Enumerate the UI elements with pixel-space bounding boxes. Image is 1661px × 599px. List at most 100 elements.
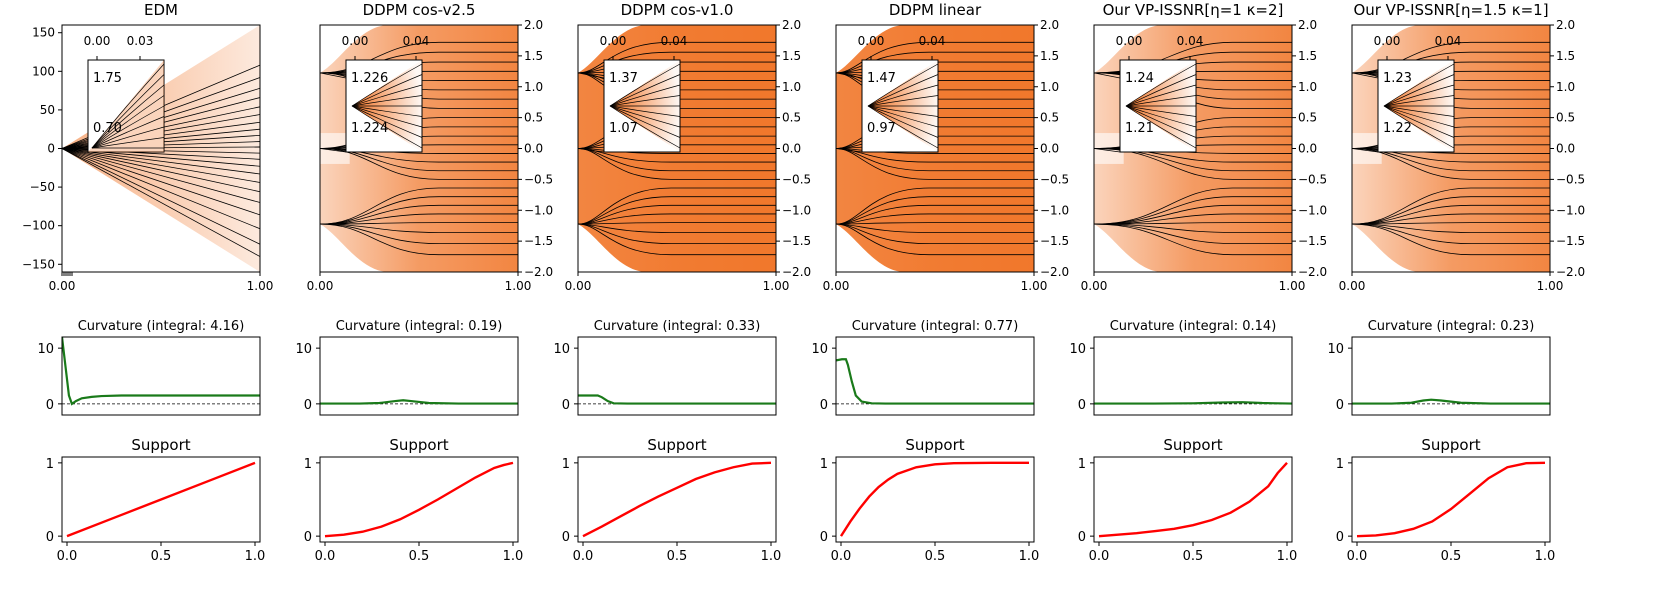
- inset-line: [351, 105, 423, 128]
- y-tick-label: 2.0: [524, 18, 543, 32]
- curvature-series: [578, 394, 776, 405]
- y-tick-label: −2.0: [1298, 265, 1327, 279]
- y-tick-label: 1: [304, 457, 312, 472]
- x-tick-label: 0.0: [57, 549, 78, 564]
- inset-connector: [835, 72, 863, 79]
- trajectory-line: [319, 187, 518, 225]
- y-tick-label: 1: [1336, 457, 1344, 472]
- panel-title: Curvature (integral: 0.33): [594, 319, 761, 334]
- y-tick-label: 0: [47, 142, 55, 156]
- panel-title: Curvature (integral: 4.16): [78, 319, 245, 334]
- trajectory-line: [1351, 187, 1550, 225]
- y-tick-label: −1.0: [782, 203, 811, 217]
- inset-line: [351, 105, 423, 149]
- inset-line: [1125, 105, 1197, 117]
- y-tick-label: 1.0: [1040, 80, 1059, 94]
- inset-line: [351, 105, 423, 138]
- x-tick-label: 0.5: [1183, 549, 1204, 564]
- x-tick-label: 1.0: [503, 549, 524, 564]
- axes-frame: [1093, 456, 1293, 543]
- y-tick-label: −100: [22, 219, 55, 233]
- trajectory-line: [319, 196, 518, 225]
- inset: 0.00 0.04 1.47 0.97: [835, 34, 945, 153]
- inset-y-label: 1.24: [1125, 71, 1154, 86]
- axes-frame: [835, 336, 1035, 416]
- inset-frame: [87, 59, 165, 153]
- y-tick-label: 1.5: [1556, 49, 1575, 63]
- inset-line: [91, 116, 165, 149]
- x-tick-label: 0.5: [409, 549, 430, 564]
- inset-y-label: 1.07: [609, 121, 638, 136]
- support-series: [839, 461, 1029, 537]
- inset-line: [1383, 105, 1455, 117]
- inset-y-label: 1.224: [351, 121, 388, 136]
- y-tick-label: 0: [820, 398, 828, 413]
- y-tick-label: 10: [1327, 342, 1344, 357]
- curvature-panel: 10 0 Curvature (integral: 0.23): [1327, 319, 1551, 416]
- x-tick-label: 1.00: [247, 279, 274, 293]
- y-tick-label: −2.0: [782, 265, 811, 279]
- x-tick-label: 0.0: [1089, 549, 1110, 564]
- trajectory-line: [319, 41, 518, 74]
- y-tick-label: 0.5: [524, 111, 543, 125]
- inset-connector: [1351, 148, 1379, 153]
- y-tick-label: 0: [1078, 398, 1086, 413]
- y-tick-label: 0.0: [782, 142, 801, 156]
- y-tick-label: 0.5: [1556, 111, 1575, 125]
- panel-title: Curvature (integral: 0.23): [1368, 319, 1535, 334]
- support-series: [582, 461, 772, 538]
- panel-title: Support: [647, 436, 706, 454]
- trajectory-line: [1093, 41, 1292, 74]
- trajectory-line: [61, 148, 261, 193]
- curvature-series: [62, 337, 260, 406]
- panel-title: Our VP-ISSNR[η=1 κ=2]: [1103, 1, 1284, 19]
- trajectory-panel: 2.0 1.5 1.0 0.5 0.0 −0.5 −1.0 −1.5 −2.0 0.00 1.00 O…: [1081, 1, 1328, 293]
- y-tick-label: 0.0: [524, 142, 543, 156]
- trajectory-line: [319, 148, 518, 180]
- y-tick-label: 0.0: [1040, 142, 1059, 156]
- inset-x-label: 0.00: [342, 34, 369, 48]
- inset-line: [609, 63, 681, 107]
- inset-connector: [1351, 72, 1379, 79]
- inset-x-label: 0.04: [1435, 34, 1462, 48]
- inset-line: [609, 95, 681, 107]
- inset-line: [1383, 84, 1455, 107]
- inset-line: [867, 105, 939, 138]
- trajectory-line: [1351, 223, 1550, 233]
- inset-x-label: 0.04: [661, 34, 688, 48]
- inset-connector: [319, 148, 347, 153]
- x-tick-label: 1.00: [1021, 279, 1048, 293]
- y-tick-label: 50: [40, 103, 55, 117]
- trajectory-line: [1093, 223, 1292, 233]
- y-tick-label: −1.0: [524, 203, 553, 217]
- y-tick-label: 0: [562, 398, 570, 413]
- curvature-series: [1352, 398, 1550, 405]
- trajectory-line: [835, 41, 1034, 74]
- axes-frame: [577, 336, 777, 416]
- inset-y-label: 1.37: [609, 71, 638, 86]
- inset-y-label: 1.22: [1383, 121, 1412, 136]
- x-tick-label: 1.00: [1279, 279, 1306, 293]
- panel-title: Support: [1421, 436, 1480, 454]
- axes-frame: [61, 336, 261, 416]
- inset-line: [609, 105, 681, 149]
- y-tick-label: −1.5: [1298, 234, 1327, 248]
- x-tick-label: 0.00: [307, 279, 334, 293]
- curvature-series: [320, 399, 518, 405]
- y-tick-label: 1: [820, 457, 828, 472]
- y-tick-label: 0.5: [782, 111, 801, 125]
- y-tick-label: 1.0: [1298, 80, 1317, 94]
- support-panel: 1 00.0 0.5 1.0 Support: [46, 436, 266, 564]
- panel-title: DDPM cos-v2.5: [363, 1, 476, 19]
- panel-title: Our VP-ISSNR[η=1.5 κ=1]: [1353, 1, 1548, 19]
- trajectory-panel: 2.0 1.5 1.0 0.5 0.0 −0.5 −1.0 −1.5 −2.0 0.00 1.00 D…: [307, 1, 554, 293]
- trajectory-line: [577, 41, 776, 74]
- curvature-series: [836, 358, 1034, 405]
- inset-line: [1383, 63, 1455, 107]
- trajectory-panel: 2.0 1.5 1.0 0.5 0.0 −0.5 −1.0 −1.5 −2.0 0.00 1.00 O…: [1339, 1, 1586, 293]
- x-tick-label: 1.00: [763, 279, 790, 293]
- inset-line: [609, 105, 681, 138]
- support-series: [66, 461, 256, 538]
- x-tick-label: 0.0: [573, 549, 594, 564]
